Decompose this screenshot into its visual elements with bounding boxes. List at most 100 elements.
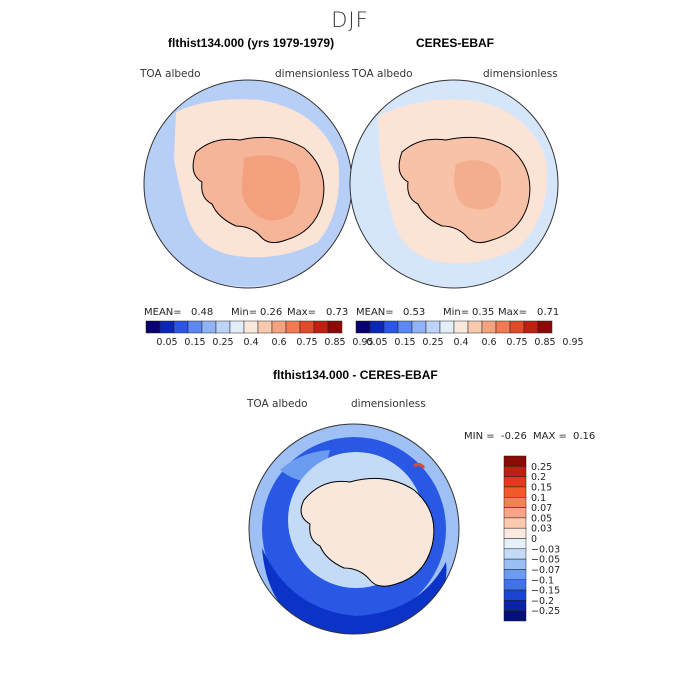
diff-panel-variable: TOA albedo	[247, 398, 308, 410]
colorbar-2-tick-label: 0.15	[394, 337, 415, 348]
map-diff-positive-spot	[413, 462, 426, 469]
colorbar-1-swatch	[257, 320, 273, 334]
map-model-plateau	[241, 155, 301, 221]
colorbar-1-swatch	[159, 320, 175, 334]
colorbar-1-swatch	[285, 320, 301, 334]
map-diff-coastline	[300, 477, 435, 587]
colorbar-diff-swatch	[503, 517, 527, 529]
colorbar-diff-swatch	[503, 476, 527, 488]
panel-1-variable: TOA albedo	[140, 68, 201, 80]
colorbar-1-tick-label: 0.25	[212, 337, 233, 348]
colorbar-diff-tick-label: −0.1	[531, 575, 554, 586]
colorbar-panel-2: 0.05 0.15 0.25 0.4 0.6 0.75 0.85 0.95	[355, 320, 584, 348]
map-obs-plateau	[454, 160, 502, 210]
map-obs-coastline	[398, 136, 531, 244]
colorbar-1-swatch	[173, 320, 189, 334]
colorbar-diff-tick-label: 0.2	[531, 472, 546, 483]
colorbar-diff-tick-label: −0.25	[531, 606, 560, 617]
panel-2-variable: TOA albedo	[352, 68, 413, 80]
colorbar-diff-swatch	[503, 538, 527, 550]
panel-2-max-value: 0.71	[537, 307, 560, 318]
colorbar-panel-1: 0.05 0.15 0.25 0.4 0.6 0.75 0.85 0.95	[145, 320, 374, 348]
colorbar-2-tick-label: 0.05	[366, 337, 387, 348]
colorbar-2-swatch	[509, 320, 525, 334]
colorbar-diff-swatch	[503, 589, 527, 601]
colorbar-2-swatch	[411, 320, 427, 334]
colorbar-2-swatch	[453, 320, 469, 334]
colorbar-2-swatch	[355, 320, 371, 334]
panel-2-max-label: Max=	[498, 307, 528, 318]
season-title: DJF	[331, 8, 369, 32]
colorbar-1-swatch	[187, 320, 203, 334]
colorbar-diff-swatch	[503, 455, 527, 467]
colorbar-diff-tick-label: −0.05	[531, 555, 560, 566]
colorbar-2-swatch	[383, 320, 399, 334]
colorbar-2-tick-label: 0.4	[453, 337, 468, 348]
colorbar-2-swatch	[537, 320, 553, 334]
colorbar-2-tick-label: 0.75	[506, 337, 527, 348]
map-diff-ring-dark	[262, 548, 447, 634]
colorbar-1-swatch	[215, 320, 231, 334]
colorbar-2-swatch	[523, 320, 539, 334]
colorbar-diff-swatch	[503, 486, 527, 498]
colorbar-1-tick-label: 0.4	[243, 337, 258, 348]
panel-1-mean-label: MEAN=	[144, 307, 182, 318]
panel-2-mean-label: MEAN=	[356, 307, 394, 318]
colorbar-diff-tick-label: −0.2	[531, 596, 554, 607]
diff-min-label: MIN =	[464, 431, 495, 442]
colorbar-1-swatch	[271, 320, 287, 334]
colorbar-diff-swatch	[503, 569, 527, 580]
colorbar-1-swatch	[313, 320, 329, 334]
colorbar-diff-swatch	[503, 507, 527, 519]
colorbar-diff-swatch	[503, 466, 527, 477]
map-diff-continent	[301, 478, 434, 587]
diff-max-label: MAX =	[533, 431, 567, 442]
colorbar-2-tick-label: 0.25	[422, 337, 443, 348]
colorbar-diff-swatch	[503, 548, 527, 560]
colorbar-2-swatch	[369, 320, 385, 334]
colorbar-2-swatch	[495, 320, 511, 334]
colorbar-diff-swatch	[503, 610, 527, 622]
colorbar-2-swatch	[481, 320, 497, 334]
colorbar-2-swatch	[439, 320, 455, 334]
map-obs	[350, 80, 558, 288]
panel-2-mean-value: 0.53	[403, 307, 426, 318]
colorbar-2-swatch	[397, 320, 413, 334]
panel-1-title: flthist134.000 (yrs 1979-1979)	[168, 36, 335, 50]
panel-2-min-label: Min=	[443, 307, 470, 318]
colorbar-1-tick-label: 0.95	[352, 337, 373, 348]
colorbar-1-tick-label: 0.05	[156, 337, 177, 348]
colorbar-1-swatch	[243, 320, 259, 334]
colorbar-2-tick-label: 0.6	[481, 337, 496, 348]
colorbar-2-tick-label: 0.85	[534, 337, 555, 348]
colorbar-diff-swatch	[503, 579, 527, 591]
diff-min-value: -0.26	[501, 431, 527, 442]
colorbar-1-tick-label: 0.15	[184, 337, 205, 348]
colorbar-diff-swatch	[503, 558, 527, 570]
colorbar-1-tick-label: 0.85	[324, 337, 345, 348]
colorbar-1-swatch	[299, 320, 315, 334]
colorbar-diff-tick-label: 0.05	[531, 513, 552, 524]
colorbar-diff-tick-label: −0.07	[531, 565, 560, 576]
panel-1-min-value: 0.26	[260, 307, 283, 318]
colorbar-1-tick-label: 0.6	[271, 337, 286, 348]
diff-max-value: 0.16	[573, 431, 596, 442]
panel-2-title: CERES-EBAF	[416, 36, 495, 50]
panel-2-units: dimensionless	[483, 68, 558, 80]
colorbar-2-swatch	[425, 320, 441, 334]
diff-panel-units: dimensionless	[351, 398, 426, 410]
map-diff	[249, 424, 459, 634]
colorbar-1-swatch	[327, 320, 343, 334]
panel-1-max-value: 0.73	[326, 307, 349, 318]
map-obs-border	[349, 79, 559, 289]
panel-1-units: dimensionless	[275, 68, 350, 80]
colorbar-1-swatch	[201, 320, 217, 334]
colorbar-diff-tick-label: 0.25	[531, 462, 552, 473]
colorbar-diff-swatch	[503, 600, 527, 611]
colorbar-diff-tick-label: −0.15	[531, 586, 560, 597]
map-model	[144, 80, 352, 288]
colorbar-2-swatch	[467, 320, 483, 334]
colorbar-diff-tick-label: −0.03	[531, 544, 560, 555]
